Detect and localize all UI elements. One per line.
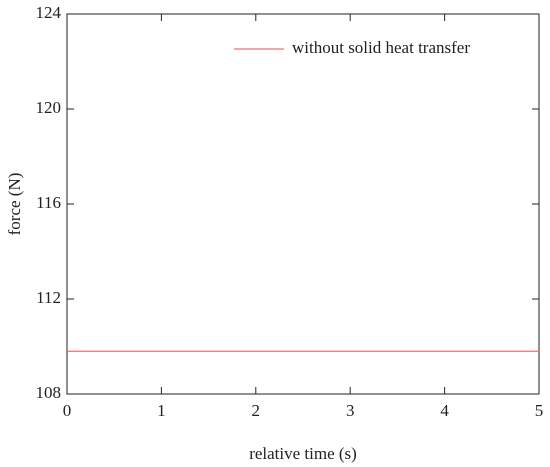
x-tick-label: 5	[535, 401, 544, 420]
y-tick-label: 112	[36, 288, 61, 307]
y-tick-label: 124	[36, 3, 62, 22]
x-axis-title: relative time (s)	[249, 444, 357, 463]
y-axis-title: force (N)	[5, 173, 24, 236]
x-tick-label: 1	[157, 401, 166, 420]
y-tick-label: 116	[36, 193, 61, 212]
y-tick-label: 120	[36, 98, 62, 117]
x-tick-label: 3	[346, 401, 355, 420]
y-tick-label: 108	[36, 383, 62, 402]
x-tick-label: 2	[252, 401, 261, 420]
plot-frame	[66, 13, 540, 395]
x-tick-label: 4	[440, 401, 449, 420]
legend-label: without solid heat transfer	[292, 38, 470, 57]
x-tick-label: 0	[63, 401, 72, 420]
